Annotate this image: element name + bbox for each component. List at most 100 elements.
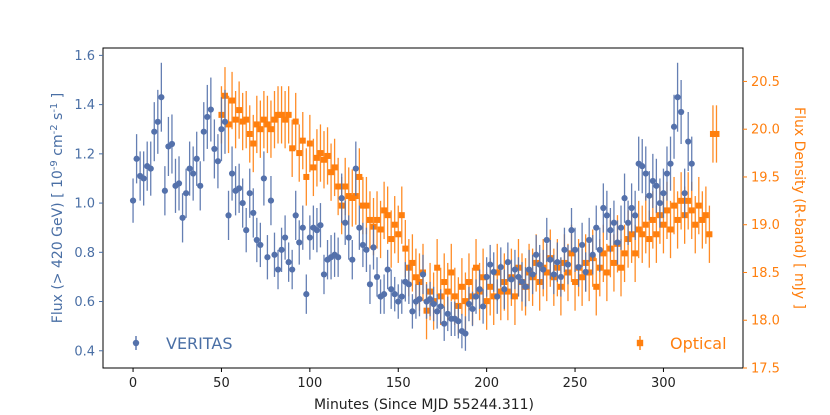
y-left-tick-label: 1.4 (74, 98, 95, 113)
data-point (342, 219, 349, 226)
data-point (678, 108, 685, 116)
data-point (487, 283, 494, 290)
data-point (292, 212, 299, 219)
data-point (370, 244, 377, 251)
data-point (303, 173, 310, 180)
data-point (366, 216, 373, 223)
data-point (621, 250, 628, 257)
data-point (317, 150, 324, 157)
data-point (579, 274, 586, 281)
data-point (405, 281, 412, 288)
data-point (632, 250, 639, 257)
data-point (571, 246, 579, 253)
data-point (628, 204, 635, 212)
data-point (649, 177, 656, 185)
data-point (441, 320, 448, 327)
data-point (175, 180, 183, 187)
data-point (147, 165, 154, 172)
data-point (342, 183, 349, 190)
data-point (554, 259, 561, 266)
data-point (179, 214, 186, 221)
data-point (200, 128, 207, 135)
data-point (515, 273, 522, 281)
legend-veritas-label: VERITAS (166, 334, 233, 353)
data-point (480, 274, 487, 281)
data-point (646, 236, 653, 243)
data-point (706, 231, 713, 238)
data-point (395, 298, 402, 305)
data-point (381, 207, 388, 214)
data-point (320, 156, 327, 163)
data-point (278, 246, 285, 253)
data-point (133, 155, 140, 162)
x-tick-label: 0 (129, 376, 137, 391)
data-point (692, 221, 699, 228)
data-point (335, 254, 342, 261)
data-point (614, 239, 621, 246)
data-point (154, 118, 161, 125)
data-point (472, 293, 480, 300)
data-point (253, 236, 260, 244)
data-point (670, 123, 678, 130)
data-point (391, 291, 398, 298)
data-point (511, 266, 519, 273)
data-point (388, 286, 395, 293)
data-point (338, 195, 345, 202)
y-right-tick-label: 20.0 (751, 123, 780, 138)
data-point (246, 130, 253, 137)
legend-veritas: VERITAS (132, 334, 233, 353)
data-point (281, 234, 289, 241)
y-right-tick-label: 17.5 (751, 362, 780, 377)
legend-veritas-marker (132, 339, 140, 347)
data-point (243, 227, 250, 234)
data-point (374, 216, 381, 223)
data-point (239, 118, 246, 125)
data-point (158, 94, 165, 101)
data-point (487, 261, 494, 268)
data-point (600, 250, 607, 257)
data-point (331, 164, 338, 171)
data-point (473, 264, 480, 271)
data-point (462, 298, 469, 305)
data-point (204, 113, 211, 121)
data-point (271, 116, 278, 123)
data-point (504, 288, 511, 295)
data-point (193, 155, 200, 162)
data-point (299, 224, 306, 231)
data-point (211, 145, 218, 153)
data-point (257, 241, 264, 249)
data-point (709, 130, 716, 137)
data-point (568, 250, 575, 257)
chart-marks (129, 62, 720, 351)
series-veritas (129, 62, 695, 351)
data-point (582, 268, 589, 276)
data-point (713, 130, 720, 137)
data-point (671, 202, 678, 209)
data-point (624, 219, 632, 226)
data-point (214, 158, 222, 165)
data-point (303, 291, 310, 298)
data-point (525, 266, 533, 273)
data-point (586, 236, 593, 244)
data-point (416, 295, 423, 303)
data-point (663, 170, 671, 177)
x-tick-label: 100 (297, 376, 322, 391)
data-point (660, 190, 667, 197)
data-point (299, 137, 306, 144)
data-point (225, 212, 232, 219)
data-point (642, 221, 649, 228)
data-point (494, 293, 501, 300)
data-point (306, 234, 313, 241)
data-point (469, 305, 476, 313)
data-point (579, 241, 586, 249)
data-point (511, 293, 518, 300)
data-point (550, 271, 557, 278)
data-point (441, 279, 448, 286)
data-point (366, 281, 374, 288)
data-point (596, 246, 603, 253)
data-point (646, 192, 653, 199)
data-point (409, 308, 416, 315)
data-point (236, 185, 243, 192)
data-point (236, 107, 243, 114)
data-point (419, 271, 427, 278)
